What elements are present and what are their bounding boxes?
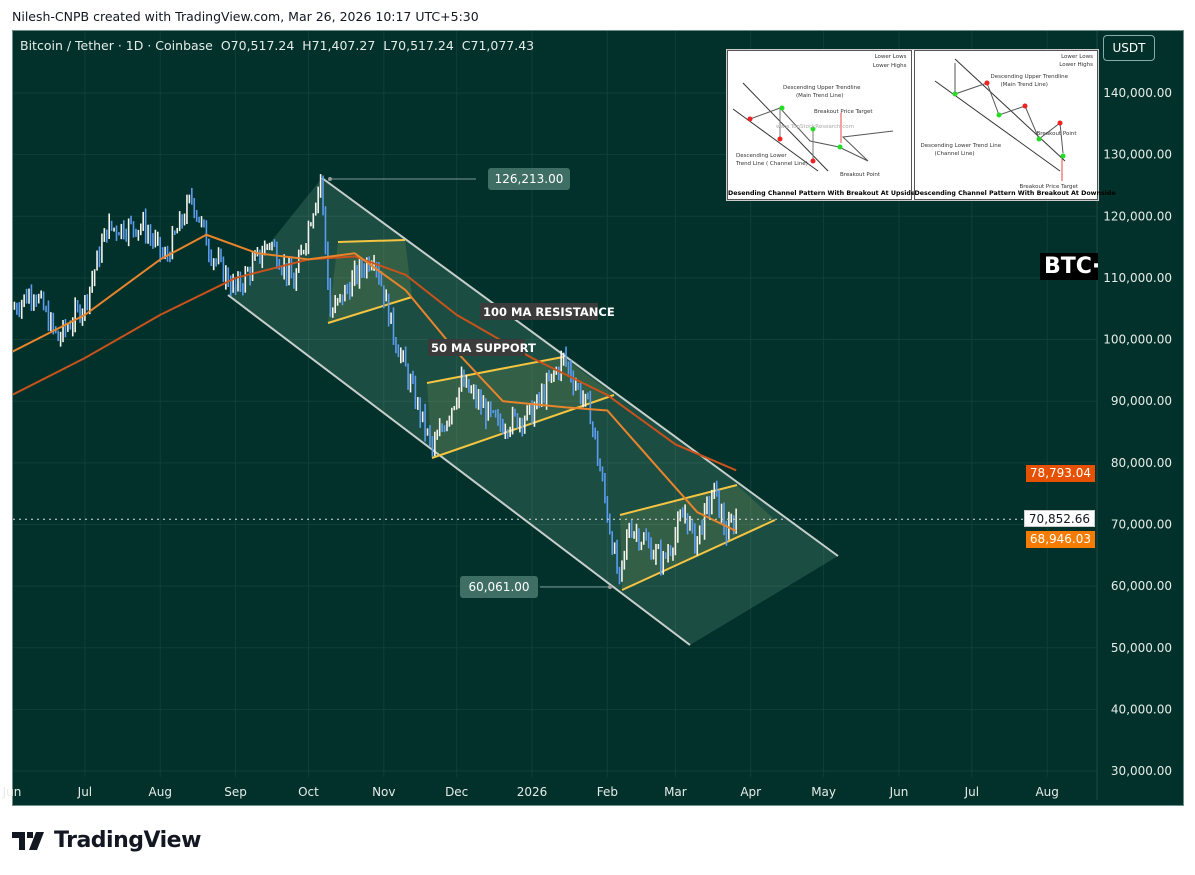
symbol-legend: Bitcoin / Tether · 1D · Coinbase O70,517… xyxy=(20,38,534,53)
channel-lower-line xyxy=(227,294,691,646)
channel-upper-line xyxy=(321,177,839,557)
price-axis-label: 130,000.00 xyxy=(1103,148,1172,162)
legend-lower-lows: Lower Lows xyxy=(1061,54,1093,60)
time-axis-label: Jul xyxy=(964,785,979,799)
price-axis-label: 70,000.00 xyxy=(1111,517,1172,531)
flag-trendline xyxy=(337,239,406,243)
price-axis-label: 60,000.00 xyxy=(1111,579,1172,593)
ma100-resistance-note-box xyxy=(480,303,598,320)
label-upper-trendline: Descending Upper Trendline xyxy=(783,85,861,91)
label-breakout-target: Breakout Price Target xyxy=(814,109,873,115)
last-price-tag: 70,852.66 xyxy=(1023,510,1095,527)
ma50-support-note-box xyxy=(428,339,525,356)
ma50-support-note: 50 MA SUPPORT xyxy=(431,341,536,355)
legend-lower-lows: Lower Lows xyxy=(874,54,907,60)
price-axis-label: 110,000.00 xyxy=(1103,271,1172,285)
time-axis-label: Oct xyxy=(298,785,319,799)
legend-lower-highs: Lower Highs xyxy=(872,63,907,69)
downside-breakout-panel: Lower Lows Lower Highs Descending Upper … xyxy=(913,50,1116,200)
descending-channel-fill xyxy=(228,178,838,645)
price-axis-label: 80,000.00 xyxy=(1111,456,1172,470)
chart-credit: Nilesh-CNPB created with TradingView.com… xyxy=(12,9,479,24)
time-axis-label: Jul xyxy=(77,785,92,799)
time-axis-label: Dec xyxy=(445,785,468,799)
time-axis-label: Jun xyxy=(2,785,22,799)
label-upper-sub: (Main Trend Line) xyxy=(1000,82,1048,88)
flag-fill xyxy=(427,357,614,458)
logo-text: TradingView xyxy=(54,828,201,853)
price-axis-label: 140,000.00 xyxy=(1103,86,1172,100)
label-upper-sub: (Main Trend Line) xyxy=(796,93,844,99)
time-axis-label: Mar xyxy=(664,785,687,799)
label-lower-sub: Trend Line ( Channel Line) xyxy=(736,161,808,167)
watermark: www.TopStockResearch.com xyxy=(776,124,854,130)
time-axis-label: Nov xyxy=(372,785,395,799)
ma100-line xyxy=(13,255,737,472)
ohlc-high: H71,407.27 xyxy=(302,38,376,53)
low-price-label-box xyxy=(460,576,538,598)
symbol-info[interactable]: Bitcoin / Tether · 1D · Coinbase xyxy=(20,38,213,53)
tradingview-logo[interactable]: TradingView xyxy=(12,828,201,853)
price-axis-label: 30,000.00 xyxy=(1111,764,1172,778)
price-axis-label: 100,000.00 xyxy=(1103,333,1172,347)
ma50-price-tag: 68,946.03 xyxy=(1025,531,1095,548)
plot-area: 126,213.00 60,061.00 100 MA RESISTANCE 50 M… xyxy=(13,31,1097,777)
label-lower-trendline: Descending Lower xyxy=(736,153,787,159)
flag-trendline xyxy=(621,519,776,591)
ma50-line xyxy=(13,233,737,532)
upside-diagram xyxy=(732,82,894,172)
low-price-label: 60,061.00 xyxy=(468,580,529,594)
ohlc-close: C71,077.43 xyxy=(461,38,535,53)
ma100-price-tag: 78,793.04 xyxy=(1025,465,1095,482)
time-axis-label: Apr xyxy=(740,785,761,799)
low-price-label-dot xyxy=(608,585,612,589)
caption-downside: Descending Channel Pattern With Breakout… xyxy=(914,190,1116,197)
flag-fill xyxy=(328,240,412,323)
ohlc-low: L70,517.24 xyxy=(383,38,454,53)
high-price-label: 126,213.00 xyxy=(495,172,564,186)
downside-diagram xyxy=(934,58,1065,181)
high-price-label-dot xyxy=(328,177,332,181)
label-breakout-point: Breakout Point xyxy=(1036,131,1077,137)
price-axis-label: 50,000.00 xyxy=(1111,641,1172,655)
high-price-label-box xyxy=(488,168,570,190)
ma100-resistance-note: 100 MA RESISTANCE xyxy=(483,305,615,319)
pattern-reference-image: Lower Lows Lower Highs Descending Upper … xyxy=(726,49,1116,201)
time-axis-label: Sep xyxy=(224,785,247,799)
time-axis-label: 2026 xyxy=(517,785,548,799)
symbol-badge: BTC· xyxy=(1040,253,1098,280)
upside-breakout-panel: Lower Lows Lower Highs Descending Upper … xyxy=(727,50,916,200)
label-upper-trendline: Descending Upper Trendline xyxy=(990,74,1069,80)
time-axis-label: Feb xyxy=(597,785,618,799)
time-axis-label: Aug xyxy=(149,785,172,799)
price-axis-label: 40,000.00 xyxy=(1111,702,1172,716)
caption-upside: Desending Channel Pattern With Breakout … xyxy=(728,190,916,197)
currency-button[interactable]: USDT xyxy=(1103,35,1155,61)
time-axis-label: Aug xyxy=(1035,785,1058,799)
flag-trendline xyxy=(327,296,413,324)
tradingview-logo-icon xyxy=(12,831,44,850)
legend-lower-highs: Lower Highs xyxy=(1059,62,1093,68)
label-lower-sub: (Channel Line) xyxy=(934,151,975,157)
price-axis-label: 90,000.00 xyxy=(1111,394,1172,408)
ohlc-open: O70,517.24 xyxy=(220,38,295,53)
time-axis-label: May xyxy=(811,785,836,799)
price-axis-label: 120,000.00 xyxy=(1103,209,1172,223)
label-breakout-point: Breakout Point xyxy=(840,172,881,178)
label-lower-trendline: Descending Lower Trend Line xyxy=(920,143,1002,149)
label-breakout-target: Breakout Price Target xyxy=(1019,184,1079,190)
time-axis-label: Jun xyxy=(889,785,909,799)
